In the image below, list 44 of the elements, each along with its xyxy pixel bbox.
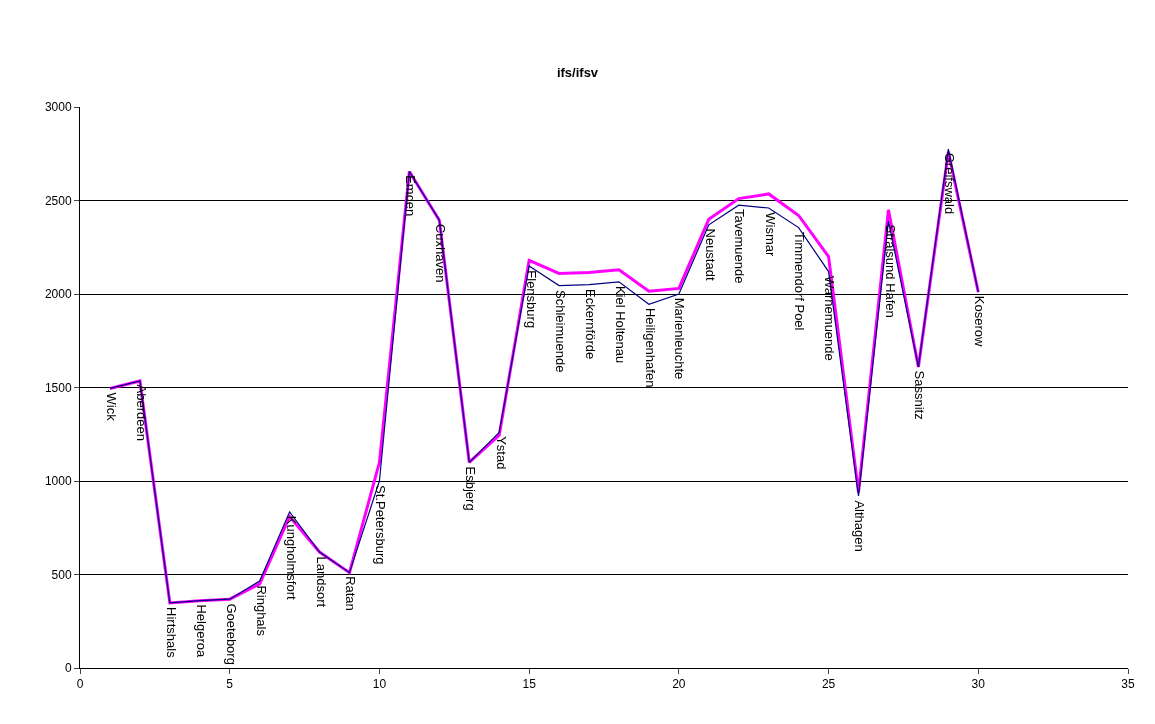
annotation: Esbjerg <box>463 466 479 511</box>
annotation: Althagen <box>852 500 868 552</box>
annotation: St.Petersburg <box>372 485 388 565</box>
annotation: Heiligenhafen <box>642 307 658 388</box>
x-tick-label: 0 <box>76 677 84 692</box>
x-tick-label: 20 <box>672 677 686 692</box>
x-tick-label: 25 <box>821 677 836 692</box>
annotation: Warnemuende <box>822 275 838 361</box>
x-tick-label: 10 <box>372 677 387 692</box>
annotation: Cuxhaven <box>433 223 449 283</box>
annotation: Kiel Holtenau <box>612 285 628 364</box>
annotation: Ystad <box>493 436 509 470</box>
annotation: Hirtshals <box>163 607 179 659</box>
annotation: Eckernförde <box>583 289 599 360</box>
y-tick-label: 1500 <box>44 380 72 395</box>
annotation: Marienleuchte <box>672 297 688 380</box>
annotation: Wismar <box>762 212 778 258</box>
annotation: Landsort <box>313 556 329 608</box>
annotation: Ringhals <box>253 585 269 637</box>
annotation: Neustadt <box>703 228 719 281</box>
annotation: Goeteborg <box>223 603 239 665</box>
annotation: Tavemuende <box>732 208 748 284</box>
y-tick-label: 1000 <box>44 474 72 489</box>
y-tick-label: 3000 <box>44 100 72 115</box>
annotation: Helgeroa <box>193 604 209 658</box>
x-tick-label: 30 <box>971 677 986 692</box>
y-tick-label: 500 <box>51 567 72 582</box>
annotation: Flensburg <box>523 270 539 329</box>
annotation: Schleimuende <box>553 289 569 373</box>
annotation: Aberdeen <box>134 384 150 441</box>
y-tick-label: 0 <box>64 661 72 676</box>
annotation: Ratan <box>343 576 359 611</box>
annotation: Sassnitz <box>912 370 928 420</box>
annotation: Kungholmsfort <box>283 515 299 600</box>
y-tick-label: 2000 <box>44 287 72 302</box>
annotation: Timmendorf Poel <box>792 231 808 331</box>
annotation: Wick <box>104 392 120 422</box>
y-tick-label: 2500 <box>44 193 72 208</box>
annotation: Koserow <box>972 295 988 348</box>
x-tick-label: 35 <box>1121 677 1135 692</box>
chart-title: ifs/ifsv <box>556 64 599 80</box>
x-tick-label: 5 <box>226 677 234 692</box>
annotation: Greifswald <box>942 152 958 215</box>
x-tick-label: 15 <box>522 677 537 692</box>
